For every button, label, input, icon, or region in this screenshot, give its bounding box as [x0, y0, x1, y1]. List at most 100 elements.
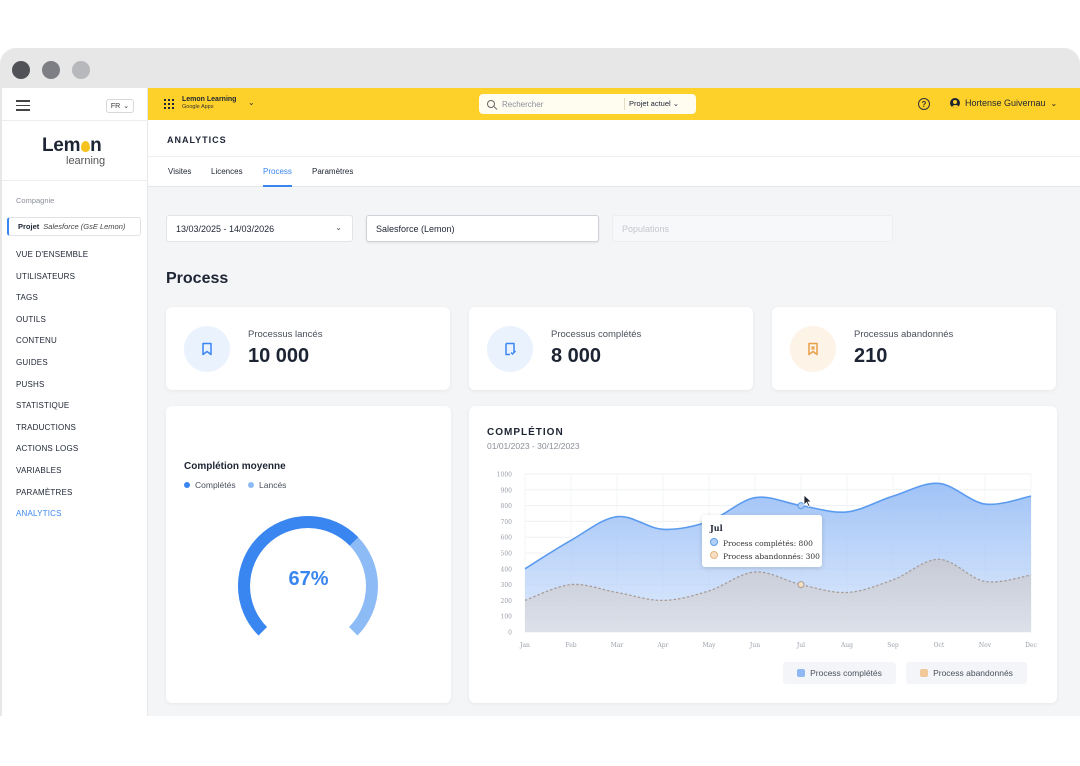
tab-visits[interactable]: Visites [168, 167, 192, 176]
apps-grid-icon[interactable] [164, 99, 174, 109]
language-value: FR [110, 102, 121, 110]
chart-subtitle: 01/01/2023 - 30/12/2023 [487, 441, 580, 451]
tab-process[interactable]: Process [263, 167, 292, 187]
area-process-abandoned [525, 559, 1031, 632]
legend-swatch-completed [184, 482, 190, 488]
divider [2, 180, 148, 181]
y-tick-label: 800 [501, 503, 513, 510]
x-tick-label: Mar [611, 642, 624, 649]
project-label: Projet [18, 222, 40, 231]
point-process-completed [797, 502, 805, 510]
kpi-label: Processus lancés [248, 329, 323, 340]
x-tick-label: Jan [519, 642, 530, 649]
x-tick-label: Dec [1025, 642, 1037, 649]
project-filter-value: Salesforce (Lemon) [376, 223, 455, 234]
kpi-value: 10 000 [248, 345, 310, 367]
y-tick-label: 900 [501, 487, 513, 494]
tooltip-completed-value: Process complétés: 800 [723, 539, 813, 548]
kpi-badge [184, 326, 230, 372]
y-tick-label: 500 [501, 551, 513, 558]
completion-gauge [238, 516, 378, 636]
chevron-down-icon: ⌄ [1050, 98, 1058, 108]
sidebar-item-tools[interactable]: OUTILS [16, 314, 47, 324]
company-label: Compagnie [16, 196, 55, 205]
tab-licences[interactable]: Licences [211, 167, 243, 176]
divider [624, 98, 625, 110]
app-name[interactable]: Lemon Learning [182, 96, 237, 103]
search-scope-value: Projet actuel [629, 99, 671, 108]
tooltip-swatch-completed [710, 538, 718, 546]
sidebar-item-settings[interactable]: PARAMÈTRES [16, 487, 73, 497]
chevron-down-icon: ⌄ [672, 99, 680, 108]
tab-parameters[interactable]: Paramètres [312, 167, 354, 176]
point-process-abandoned [797, 581, 805, 589]
maximize-window-button[interactable] [72, 61, 90, 79]
sidebar-item-tags[interactable]: TAGS [16, 293, 38, 303]
x-tick-label: May [702, 642, 716, 649]
x-tick-label: Oct [934, 642, 945, 649]
menu-icon[interactable] [16, 100, 30, 111]
sidebar-item-guides[interactable]: GUIDES [16, 357, 48, 367]
tooltip-item-abandoned: Process abandonnés: 300 [710, 551, 820, 561]
sidebar-item-pushs[interactable]: PUSHS [16, 379, 45, 389]
help-icon[interactable]: ? [918, 98, 930, 110]
legend-launched: Lancés [259, 480, 287, 490]
tooltip-title: Jul [710, 523, 723, 533]
page-title: ANALYTICS [167, 135, 227, 145]
date-range-select[interactable]: 13/03/2025 - 14/03/2026 ⌄ [166, 215, 353, 242]
chart-tooltip: Jul Process complétés: 800 Process aband… [702, 515, 822, 567]
divider [2, 120, 148, 121]
close-window-button[interactable] [12, 61, 30, 79]
sidebar-item-overview[interactable]: VUE D'ENSEMBLE [16, 250, 89, 259]
kpi-value: 8 000 [551, 345, 602, 367]
logo[interactable]: Lem n learning [42, 136, 122, 176]
search-bar[interactable]: Rechercher Projet actuel ⌄ [479, 94, 696, 114]
project-selector[interactable]: Projet Salesforce (GsE Lemon) [7, 217, 141, 236]
sidebar: FR ⌄ Lem n learning Compagnie Projet Sale… [2, 88, 148, 716]
kpi-badge [487, 326, 533, 372]
chevron-down-icon: ⌄ [123, 103, 130, 110]
completion-chart-card: COMPLÉTION 01/01/2023 - 30/12/2023 0 100 2… [469, 406, 1057, 703]
book-check-icon [505, 342, 517, 356]
search-input[interactable]: Rechercher [502, 99, 544, 109]
project-filter-input[interactable]: Salesforce (Lemon) [366, 215, 599, 242]
legend-process-completed[interactable]: Process complétés [783, 662, 896, 684]
browser-window: FR ⌄ Lem n learning Compagnie Projet Sale… [0, 48, 1080, 716]
gauge-fill-completed [238, 516, 359, 636]
sidebar-item-users[interactable]: UTILISATEURS [16, 271, 76, 281]
minimize-window-button[interactable] [42, 61, 60, 79]
language-select[interactable]: FR ⌄ [106, 99, 134, 113]
kpi-card-abandoned: Processus abandonnés 210 [772, 307, 1056, 390]
logo-word-start: Lem [42, 135, 81, 156]
x-tick-label: Sep [887, 642, 899, 649]
populations-input[interactable]: Populations [612, 215, 893, 242]
legend-process-abandoned[interactable]: Process abandonnés [906, 662, 1027, 684]
y-tick-label: 1000 [497, 472, 512, 479]
sidebar-item-action-logs[interactable]: ACTIONS LOGS [16, 444, 79, 454]
chart-title: COMPLÉTION [487, 427, 564, 438]
kpi-card-completed: Processus complétés 8 000 [469, 307, 753, 390]
y-tick-label: 200 [501, 598, 513, 605]
sidebar-item-variables[interactable]: VARIABLES [16, 465, 62, 475]
legend-abandoned-label: Process abandonnés [933, 668, 1013, 678]
sidebar-item-content[interactable]: CONTENU [16, 336, 57, 346]
user-menu[interactable]: Hortense Guivernau ⌄ [950, 98, 1057, 108]
x-tick-label: Feb [565, 642, 576, 649]
x-tick-label: Jul [796, 642, 805, 649]
chevron-down-icon[interactable]: ⌄ [248, 98, 255, 107]
sidebar-item-statistics[interactable]: STATISTIQUE [16, 401, 70, 411]
sidebar-item-analytics[interactable]: ANALYTICS [16, 509, 62, 519]
project-value: Salesforce (GsE Lemon) [43, 222, 126, 231]
populations-placeholder: Populations [622, 223, 670, 234]
y-tick-label: 300 [501, 582, 513, 589]
x-tick-label: Aug [840, 642, 853, 649]
app-subtitle: Google Apps [182, 104, 214, 110]
gauge-title: Complétion moyenne [184, 461, 286, 472]
line-process-abandoned [524, 558, 1032, 602]
search-scope-select[interactable]: Projet actuel ⌄ [629, 99, 679, 108]
section-title: Process [166, 270, 229, 287]
sidebar-item-translations[interactable]: TRADUCTIONS [16, 422, 76, 432]
legend-swatch-completed [797, 669, 806, 677]
user-icon [950, 98, 960, 108]
tooltip-swatch-abandoned [710, 551, 718, 559]
